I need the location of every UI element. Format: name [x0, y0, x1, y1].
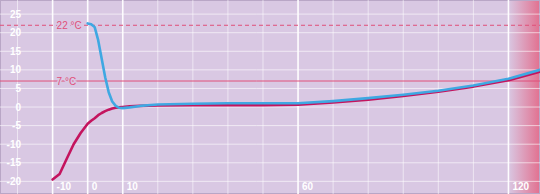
- y-tick-label: -20: [7, 176, 22, 187]
- y-tick-label: 0: [15, 102, 21, 113]
- minor-grid-line: [508, 0, 509, 194]
- x-grid-line: [87, 0, 89, 194]
- y-grid-line: [0, 51, 540, 52]
- minor-grid-line: [438, 0, 439, 194]
- y-tick-label: -15: [7, 157, 22, 168]
- y-grid-line: [0, 14, 540, 15]
- minor-grid-line: [122, 0, 123, 194]
- y-grid-line: [0, 32, 540, 33]
- series-line: [53, 72, 540, 180]
- x-tick-label: 0: [92, 181, 98, 192]
- minor-grid-line: [333, 0, 334, 194]
- y-grid-line: [0, 144, 540, 145]
- x-grid-line: [52, 0, 54, 194]
- x-tick-label: 60: [302, 181, 314, 192]
- x-tick-label: 120: [512, 181, 529, 192]
- x-tick-label: -10: [57, 181, 72, 192]
- minor-grid-line: [298, 0, 299, 194]
- y-tick-label: 20: [10, 27, 22, 38]
- minor-grid-line: [157, 0, 158, 194]
- y-tick-label: -5: [12, 120, 21, 131]
- y-grid-line: [0, 107, 540, 108]
- reference-line: [0, 81, 540, 82]
- y-tick-label: -10: [7, 139, 22, 150]
- reference-label: 22 °C: [57, 20, 82, 31]
- edge-tint: [508, 0, 540, 194]
- reference-label: 7 °C: [57, 76, 77, 87]
- y-grid-line: [0, 181, 540, 182]
- x-grid-line: [122, 0, 124, 194]
- y-grid-line: [0, 162, 540, 163]
- x-grid-line: [508, 0, 510, 194]
- y-tick-label: 10: [10, 64, 22, 75]
- series-line: [88, 23, 540, 108]
- plot-frame: [1, 1, 540, 194]
- y-grid-line: [0, 69, 540, 70]
- y-tick-label: 15: [10, 46, 22, 57]
- y-grid-line: [0, 125, 540, 126]
- minor-grid-line: [227, 0, 228, 194]
- minor-grid-line: [52, 0, 53, 194]
- minor-grid-line: [192, 0, 193, 194]
- x-grid-line: [297, 0, 299, 194]
- minor-grid-line: [473, 0, 474, 194]
- x-tick-label: 10: [127, 181, 139, 192]
- y-tick-label: 5: [15, 83, 21, 94]
- minor-grid-line: [262, 0, 263, 194]
- y-tick-label: 25: [10, 9, 22, 20]
- minor-grid-line: [87, 0, 88, 194]
- plot-background: [0, 0, 540, 194]
- chart: 22 °C 7 °C -20 -15 -10 -5 0 5 10 15 20 25 -10 0 10 60 12…: [0, 0, 540, 194]
